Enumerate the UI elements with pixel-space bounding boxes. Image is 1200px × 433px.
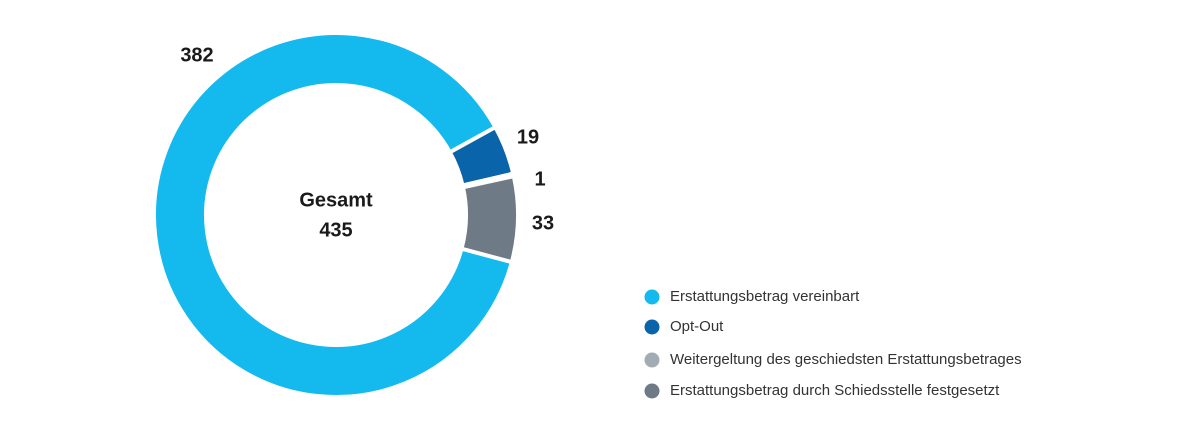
donut-segment xyxy=(152,31,515,399)
data-label: 1 xyxy=(534,168,545,190)
legend-marker xyxy=(644,383,660,399)
legend-label: Weitergeltung des geschiedsten Erstattun… xyxy=(670,351,1022,368)
legend-label: Erstattungsbetrag durch Schiedsstelle fe… xyxy=(670,382,1000,399)
center-label: Gesamt xyxy=(299,189,373,211)
donut-segment xyxy=(459,173,520,265)
legend-marker xyxy=(644,352,660,368)
legend-marker xyxy=(644,319,660,335)
center-total: 435 xyxy=(319,219,352,241)
data-label: 33 xyxy=(532,212,554,234)
data-label: 382 xyxy=(180,44,213,66)
legend-marker xyxy=(644,289,660,305)
data-label: 19 xyxy=(517,126,539,148)
legend-label: Opt-Out xyxy=(670,318,724,335)
legend-label: Erstattungsbetrag vereinbart xyxy=(670,288,860,305)
